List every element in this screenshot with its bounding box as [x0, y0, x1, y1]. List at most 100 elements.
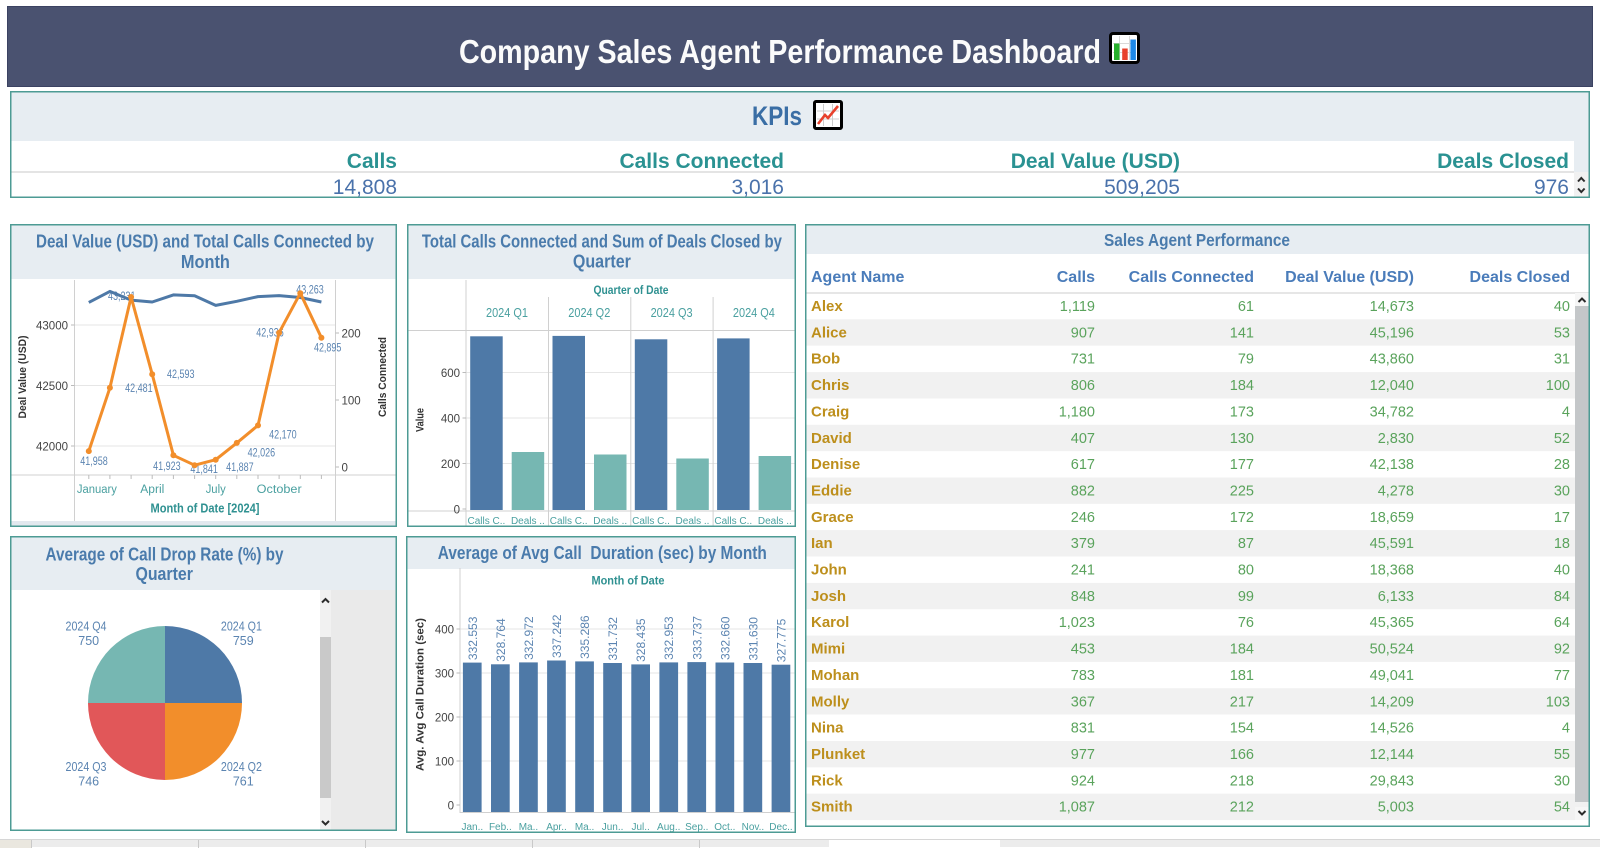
svg-text:333.737: 333.737	[690, 616, 704, 660]
svg-text:2024 Q3: 2024 Q3	[651, 306, 693, 320]
svg-text:42000: 42000	[36, 442, 68, 454]
svg-text:2024 Q2: 2024 Q2	[568, 306, 610, 320]
svg-text:200: 200	[342, 329, 361, 341]
svg-text:1,023: 1,023	[1059, 615, 1095, 631]
svg-text:331.732: 331.732	[606, 617, 620, 661]
svg-text:52: 52	[1554, 431, 1570, 447]
svg-text:509,205: 509,205	[1104, 176, 1180, 198]
svg-text:14,673: 14,673	[1370, 299, 1414, 315]
svg-text:Denise: Denise	[811, 456, 860, 473]
svg-text:55: 55	[1554, 747, 1570, 763]
svg-text:761: 761	[233, 775, 254, 789]
svg-text:Deals ..: Deals ..	[511, 516, 545, 527]
svg-text:2024 Q1: 2024 Q1	[221, 620, 262, 634]
svg-text:1,180: 1,180	[1059, 404, 1095, 420]
svg-text:Jul..: Jul..	[631, 822, 649, 833]
svg-text:300: 300	[435, 669, 454, 681]
svg-text:42,138: 42,138	[1370, 457, 1414, 473]
svg-text:400: 400	[435, 625, 454, 637]
svg-text:Karol: Karol	[811, 614, 849, 631]
svg-text:Calls: Calls	[347, 150, 397, 173]
svg-text:806: 806	[1071, 378, 1095, 394]
svg-text:2024 Q4: 2024 Q4	[66, 620, 107, 634]
svg-text:79: 79	[1238, 352, 1254, 368]
svg-text:14,209: 14,209	[1370, 694, 1414, 710]
svg-text:617: 617	[1071, 457, 1095, 473]
svg-text:154: 154	[1230, 721, 1254, 737]
svg-text:31: 31	[1554, 352, 1570, 368]
svg-text:Jun..: Jun..	[602, 822, 624, 833]
svg-text:Sales Agent Performance: Sales Agent Performance	[1104, 230, 1290, 250]
svg-text:41,841: 41,841	[190, 464, 218, 476]
svg-text:50,524: 50,524	[1370, 642, 1414, 658]
svg-text:100: 100	[435, 757, 454, 769]
svg-text:Deals Closed: Deals Closed	[1437, 150, 1569, 173]
svg-text:Calls: Calls	[1057, 269, 1095, 286]
svg-text:328.764: 328.764	[494, 618, 508, 662]
svg-text:177: 177	[1230, 457, 1254, 473]
svg-text:42500: 42500	[36, 381, 68, 393]
svg-text:42,026: 42,026	[248, 448, 276, 460]
svg-text:99: 99	[1238, 589, 1254, 605]
svg-text:Deals ..: Deals ..	[593, 516, 627, 527]
svg-text:Quarter: Quarter	[573, 251, 631, 271]
svg-text:783: 783	[1071, 668, 1095, 684]
svg-text:45,196: 45,196	[1370, 325, 1414, 341]
svg-text:David: David	[811, 430, 852, 447]
svg-text:4: 4	[1562, 721, 1570, 737]
svg-text:Deal Value (USD) and Total Cal: Deal Value (USD) and Total Calls Connect…	[36, 231, 374, 251]
svg-text:184: 184	[1230, 378, 1254, 394]
svg-text:Average of Call Drop Rate (%): Average of Call Drop Rate (%) by	[46, 545, 284, 565]
svg-text:76: 76	[1238, 615, 1254, 631]
svg-text:64: 64	[1554, 615, 1570, 631]
svg-text:Deals ..: Deals ..	[676, 516, 710, 527]
svg-text:379: 379	[1071, 536, 1095, 552]
svg-text:Deals Closed: Deals Closed	[1470, 269, 1570, 286]
svg-text:5,003: 5,003	[1378, 800, 1414, 816]
svg-text:Josh: Josh	[811, 588, 846, 605]
svg-text:Bob: Bob	[811, 351, 840, 368]
svg-text:July: July	[206, 484, 226, 496]
svg-text:18: 18	[1554, 536, 1570, 552]
svg-text:332.553: 332.553	[466, 616, 480, 660]
svg-text:41,887: 41,887	[226, 462, 254, 474]
svg-text:Alice: Alice	[811, 324, 847, 341]
svg-text:80: 80	[1238, 563, 1254, 579]
svg-text:103: 103	[1546, 694, 1570, 710]
svg-text:18,368: 18,368	[1370, 563, 1414, 579]
svg-text:246: 246	[1071, 510, 1095, 526]
svg-text:Aug..: Aug..	[657, 822, 680, 833]
svg-text:84: 84	[1554, 589, 1570, 605]
svg-text:2024 Q1: 2024 Q1	[486, 306, 528, 320]
svg-text:100: 100	[342, 396, 361, 408]
svg-text:1,119: 1,119	[1060, 299, 1095, 315]
svg-text:212: 212	[1230, 800, 1254, 816]
svg-text:130: 130	[1230, 431, 1254, 447]
svg-text:Calls C..: Calls C..	[468, 516, 506, 527]
svg-text:Quarter of Date: Quarter of Date	[594, 283, 669, 297]
svg-text:14,808: 14,808	[333, 176, 397, 198]
svg-text:225: 225	[1230, 483, 1254, 499]
svg-text:Grace: Grace	[811, 509, 854, 526]
svg-text:Calls C..: Calls C..	[632, 516, 670, 527]
svg-text:45,591: 45,591	[1370, 536, 1414, 552]
svg-text:Quarter: Quarter	[135, 564, 193, 584]
svg-text:Nov..: Nov..	[742, 822, 765, 833]
svg-text:41,958: 41,958	[80, 456, 108, 468]
svg-text:172: 172	[1230, 510, 1254, 526]
svg-text:335.286: 335.286	[578, 615, 592, 659]
svg-text:14,526: 14,526	[1370, 721, 1414, 737]
svg-text:42,895: 42,895	[314, 342, 342, 354]
svg-text:407: 407	[1071, 431, 1095, 447]
svg-text:Agent Name: Agent Name	[811, 269, 904, 286]
svg-text:45,365: 45,365	[1370, 615, 1414, 631]
svg-text:Smith: Smith	[811, 799, 853, 816]
svg-text:332.953: 332.953	[662, 616, 676, 660]
svg-text:0: 0	[342, 463, 348, 475]
svg-text:34,782: 34,782	[1370, 404, 1414, 420]
svg-text:Jan..: Jan..	[461, 822, 483, 833]
svg-text:Alex: Alex	[811, 298, 843, 315]
svg-text:Month of Date: Month of Date	[592, 574, 665, 588]
svg-text:43000: 43000	[36, 321, 68, 333]
svg-text:77: 77	[1554, 668, 1570, 684]
